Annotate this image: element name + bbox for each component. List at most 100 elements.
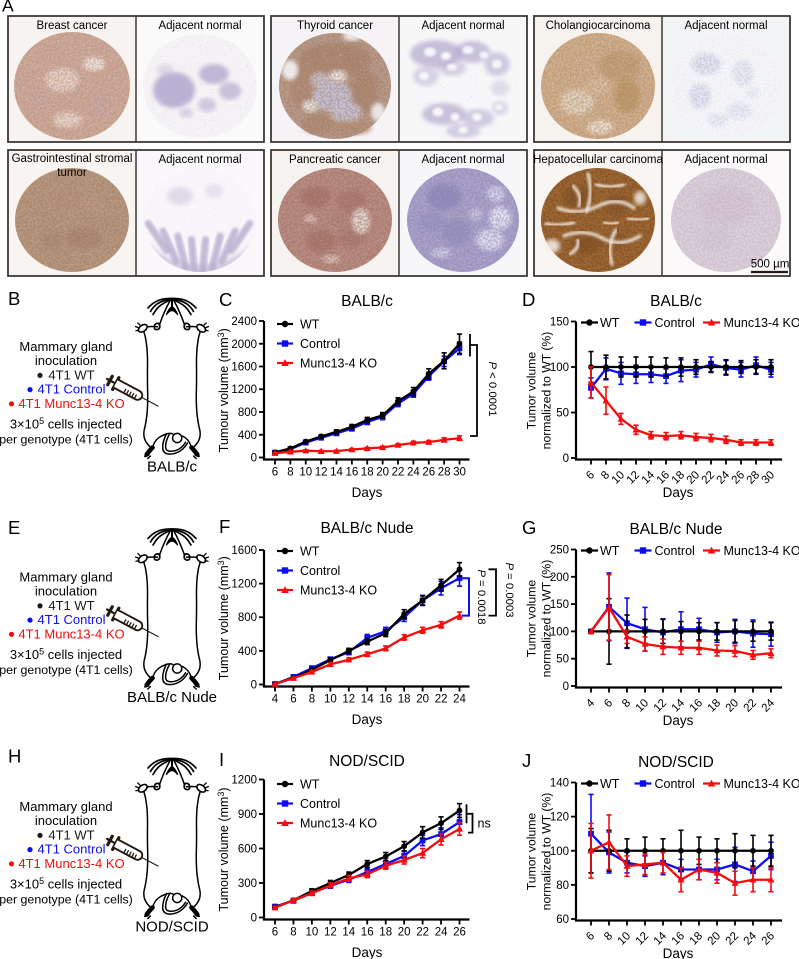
svg-text:Control: Control xyxy=(655,777,695,791)
svg-text:0: 0 xyxy=(251,913,257,925)
svg-text:Control: Control xyxy=(300,797,340,811)
svg-text:F: F xyxy=(219,516,230,537)
svg-text:Adjacent normal: Adjacent normal xyxy=(421,154,504,166)
svg-text:WT: WT xyxy=(300,544,320,558)
svg-text:6: 6 xyxy=(272,927,278,939)
svg-text:1600: 1600 xyxy=(231,545,257,557)
svg-text:per genotype (4T1 cells): per genotype (4T1 cells) xyxy=(0,433,133,447)
svg-text:Hepatocellular carcinoma: Hepatocellular carcinoma xyxy=(533,154,663,166)
svg-text:8: 8 xyxy=(290,927,296,939)
svg-text:200: 200 xyxy=(550,572,569,584)
svg-text:24: 24 xyxy=(407,467,420,479)
svg-text:800: 800 xyxy=(238,407,257,419)
svg-text:250: 250 xyxy=(550,545,569,557)
svg-text:normalized to WT (%): normalized to WT (%) xyxy=(540,560,554,678)
svg-text:12: 12 xyxy=(315,467,328,479)
svg-text:1200: 1200 xyxy=(231,775,257,787)
svg-text:4: 4 xyxy=(272,694,279,706)
svg-text:P = 0.0003: P = 0.0003 xyxy=(503,563,515,618)
svg-text:WT: WT xyxy=(300,317,320,331)
svg-text:BALB/c: BALB/c xyxy=(341,293,393,310)
svg-text:8: 8 xyxy=(309,694,315,706)
svg-text:0: 0 xyxy=(563,681,569,693)
svg-text:Pancreatic cancer: Pancreatic cancer xyxy=(289,154,381,166)
svg-text:4T1 Munc13-4 KO: 4T1 Munc13-4 KO xyxy=(18,856,124,871)
svg-text:Adjacent normal: Adjacent normal xyxy=(684,20,767,32)
svg-text:BALB/c Nude: BALB/c Nude xyxy=(320,520,413,537)
svg-text:140: 140 xyxy=(550,778,569,790)
svg-text:3×105 cells injected: 3×105 cells injected xyxy=(10,876,122,892)
svg-text:1200: 1200 xyxy=(231,384,257,396)
svg-text:1600: 1600 xyxy=(231,362,257,374)
svg-text:14: 14 xyxy=(361,694,374,706)
svg-text:24: 24 xyxy=(453,694,466,706)
svg-text:26: 26 xyxy=(422,467,435,479)
svg-text:14: 14 xyxy=(330,467,343,479)
svg-text:Munc13-4 KO: Munc13-4 KO xyxy=(300,583,377,597)
svg-text:6: 6 xyxy=(290,694,296,706)
svg-text:I: I xyxy=(219,749,224,770)
svg-text:P = 0.0018: P = 0.0018 xyxy=(475,570,487,625)
svg-text:2400: 2400 xyxy=(231,316,257,328)
svg-text:300: 300 xyxy=(238,878,257,890)
svg-text:8: 8 xyxy=(287,467,293,479)
svg-text:Munc13-4 KO: Munc13-4 KO xyxy=(724,316,799,330)
svg-text:4T1 Munc13-4 KO: 4T1 Munc13-4 KO xyxy=(18,396,124,411)
svg-text:Control: Control xyxy=(655,544,695,558)
svg-text:20: 20 xyxy=(398,927,411,939)
svg-text:Control: Control xyxy=(300,564,340,578)
svg-text:4T1 Control: 4T1 Control xyxy=(38,842,106,857)
svg-text:C: C xyxy=(219,289,232,310)
svg-text:Munc13-4 KO: Munc13-4 KO xyxy=(724,544,799,558)
svg-text:80: 80 xyxy=(556,880,569,892)
svg-text:22: 22 xyxy=(392,467,405,479)
svg-text:G: G xyxy=(522,517,536,538)
svg-text:Days: Days xyxy=(352,485,383,500)
svg-text:J: J xyxy=(522,750,531,771)
svg-text:Adjacent normal: Adjacent normal xyxy=(684,154,767,166)
svg-text:24: 24 xyxy=(435,927,448,939)
svg-text:Days: Days xyxy=(663,713,694,728)
svg-text:tumor: tumor xyxy=(57,167,87,179)
svg-text:Munc13-4 KO: Munc13-4 KO xyxy=(300,816,377,830)
svg-text:400: 400 xyxy=(238,646,257,658)
svg-text:60: 60 xyxy=(556,914,569,926)
svg-text:Adjacent normal: Adjacent normal xyxy=(421,20,504,32)
svg-text:16: 16 xyxy=(379,694,392,706)
svg-text:Tumour volume (mm3): Tumour volume (mm3) xyxy=(216,787,231,911)
svg-text:18: 18 xyxy=(361,467,374,479)
svg-text:20: 20 xyxy=(376,467,389,479)
svg-text:4T1 Munc13-4 KO: 4T1 Munc13-4 KO xyxy=(18,626,124,641)
svg-text:Adjacent normal: Adjacent normal xyxy=(158,154,241,166)
svg-text:22: 22 xyxy=(416,927,429,939)
svg-text:Control: Control xyxy=(655,316,695,330)
svg-text:normalized to WT (%): normalized to WT (%) xyxy=(540,332,554,450)
svg-text:P < 0.0001: P < 0.0001 xyxy=(486,362,498,417)
svg-text:Days: Days xyxy=(663,485,694,500)
svg-text:10: 10 xyxy=(324,694,337,706)
svg-text:12: 12 xyxy=(342,694,355,706)
svg-text:Thyroid cancer: Thyroid cancer xyxy=(297,20,373,32)
svg-text:WT: WT xyxy=(600,316,620,330)
svg-text:Days: Days xyxy=(352,712,383,727)
svg-text:100: 100 xyxy=(550,846,569,858)
svg-text:Munc13-4 KO: Munc13-4 KO xyxy=(724,777,799,791)
svg-text:WT: WT xyxy=(300,777,320,791)
svg-text:NOD/SCID: NOD/SCID xyxy=(638,754,714,771)
svg-text:0: 0 xyxy=(563,453,569,465)
svg-text:18: 18 xyxy=(398,694,411,706)
svg-text:A: A xyxy=(2,0,14,16)
svg-text:3×105 cells injected: 3×105 cells injected xyxy=(10,647,122,663)
svg-text:per genotype (4T1 cells): per genotype (4T1 cells) xyxy=(0,663,133,677)
svg-text:Cholangiocarcinoma: Cholangiocarcinoma xyxy=(546,20,651,32)
svg-text:4T1 Control: 4T1 Control xyxy=(38,382,106,397)
svg-text:BALB/c: BALB/c xyxy=(147,459,198,476)
svg-text:26: 26 xyxy=(453,927,466,939)
svg-text:2000: 2000 xyxy=(231,339,257,351)
svg-text:120: 120 xyxy=(550,812,569,824)
svg-text:Munc13-4 KO: Munc13-4 KO xyxy=(300,356,377,370)
svg-text:10: 10 xyxy=(299,467,312,479)
svg-text:100: 100 xyxy=(550,362,569,374)
svg-text:Days: Days xyxy=(663,946,694,959)
svg-text:Tumor volume: Tumor volume xyxy=(525,352,539,430)
